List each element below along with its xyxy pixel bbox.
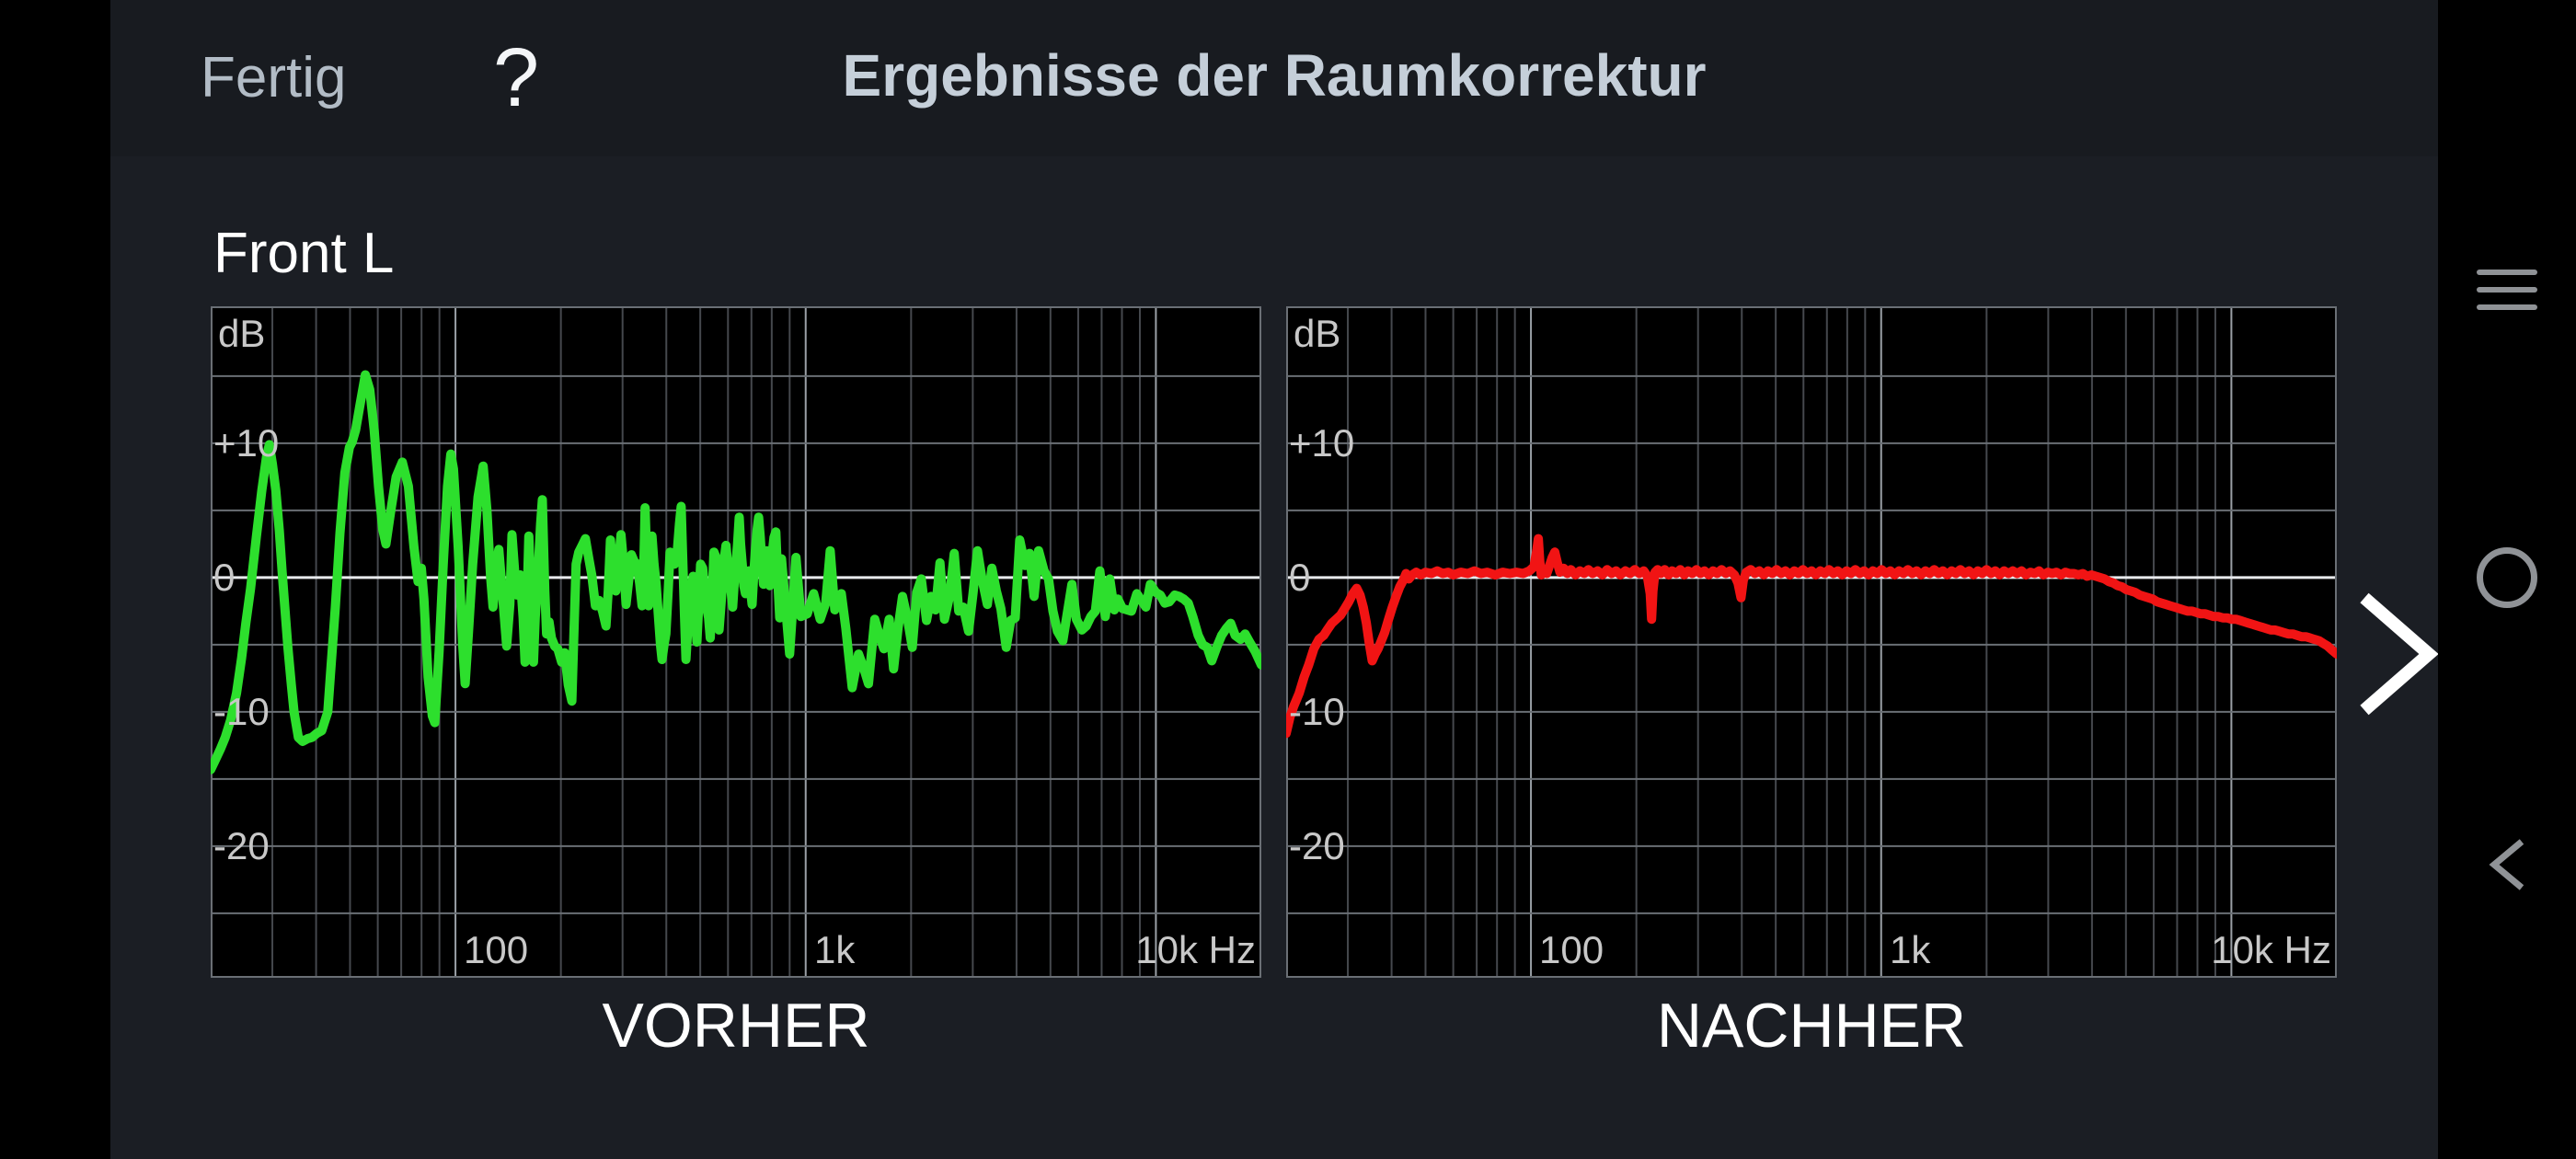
android-nav-bar	[2438, 0, 2576, 1159]
before-caption: VORHER	[602, 991, 870, 1061]
done-button[interactable]: Fertig	[201, 0, 346, 156]
circle-icon	[2477, 547, 2537, 608]
speaker-label: Front L	[213, 222, 395, 285]
svg-text:0: 0	[1289, 556, 1310, 599]
before-chart: dB +10 0 -10 -20 100 1k 10k Hz	[206, 306, 1266, 978]
next-result-button[interactable]	[2348, 585, 2449, 723]
after-chart-plot: dB +10 0 -10 -20 100 1k 10k Hz	[1282, 306, 2341, 978]
header-bar: Fertig ? Ergebnisse der Raumkorrektur	[110, 0, 2438, 156]
hamburger-icon	[2477, 264, 2537, 316]
chevron-right-icon	[2360, 592, 2439, 716]
back-button[interactable]	[2438, 832, 2576, 897]
help-button[interactable]: ?	[493, 0, 539, 156]
svg-text:1k: 1k	[814, 928, 856, 971]
svg-text:+10: +10	[213, 421, 279, 465]
svg-text:dB: dB	[218, 312, 265, 355]
chevron-left-icon	[2489, 839, 2524, 890]
menu-button[interactable]	[2438, 258, 2576, 322]
svg-text:-10: -10	[213, 690, 270, 733]
svg-text:0: 0	[213, 556, 235, 599]
before-chart-plot: dB +10 0 -10 -20 100 1k 10k Hz	[206, 306, 1266, 978]
svg-text:+10: +10	[1289, 421, 1354, 465]
svg-text:-10: -10	[1289, 690, 1345, 733]
svg-text:-20: -20	[1289, 824, 1345, 867]
svg-text:1k: 1k	[1890, 928, 1931, 971]
after-chart: dB +10 0 -10 -20 100 1k 10k Hz	[1282, 306, 2341, 978]
svg-text:10k Hz: 10k Hz	[1135, 928, 1256, 971]
home-button[interactable]	[2438, 543, 2576, 613]
svg-text:10k Hz: 10k Hz	[2211, 928, 2331, 971]
svg-text:-20: -20	[213, 824, 270, 867]
svg-text:100: 100	[1539, 928, 1604, 971]
svg-text:100: 100	[464, 928, 528, 971]
app-window: Fertig ? Ergebnisse der Raumkorrektur Fr…	[110, 0, 2439, 1159]
after-caption: NACHHER	[1656, 991, 1967, 1061]
svg-text:dB: dB	[1294, 312, 1340, 355]
page-title: Ergebnisse der Raumkorrektur	[842, 42, 1707, 109]
